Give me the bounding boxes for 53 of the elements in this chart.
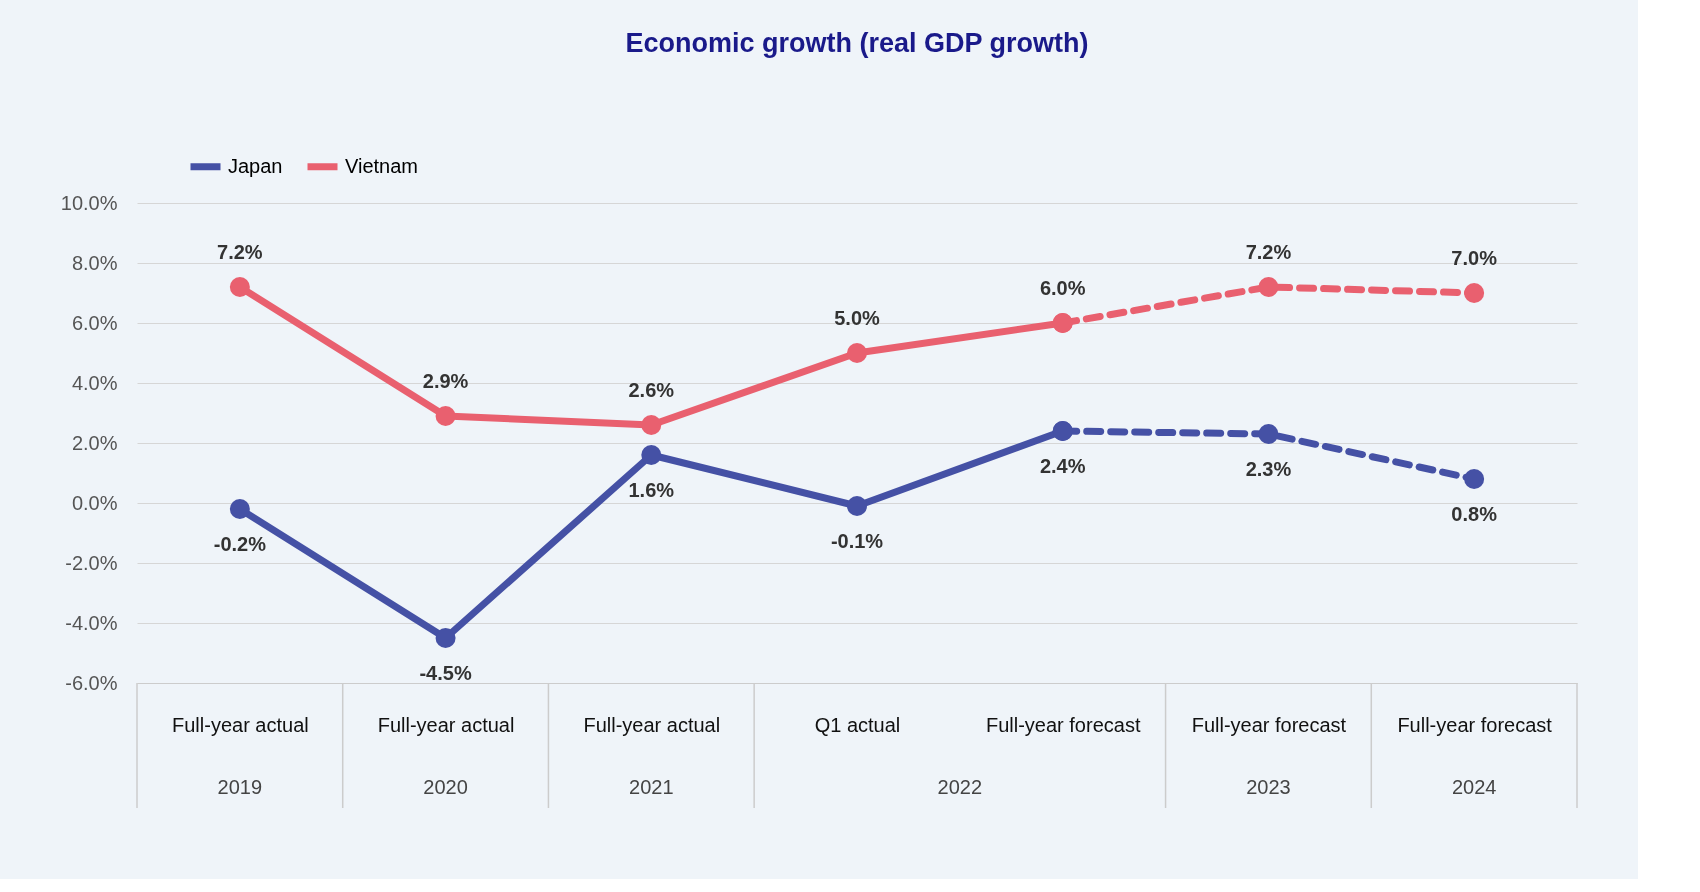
x-tick-label: Full-year actual xyxy=(583,713,721,736)
data-label: 6.0% xyxy=(1039,277,1086,299)
text: 2023 xyxy=(1246,776,1291,798)
legend-label: Japan xyxy=(228,154,283,177)
data-label: 7.2% xyxy=(1245,241,1292,263)
data-label: 5.0% xyxy=(834,307,881,329)
point xyxy=(1464,283,1485,303)
text: 2019 xyxy=(217,776,263,798)
point xyxy=(229,499,250,519)
y-tick-label: 0.0% xyxy=(71,491,118,514)
point xyxy=(1052,421,1073,441)
point xyxy=(847,343,867,363)
x-tick-label: Full-year actual xyxy=(172,713,309,736)
x-tick-label: Full-year forecast xyxy=(1191,713,1347,736)
point xyxy=(229,277,250,297)
point xyxy=(1258,424,1279,444)
data-label: 2.6% xyxy=(628,379,675,401)
y-tick-label: 4.0% xyxy=(71,371,118,394)
legend-label: Vietnam xyxy=(345,154,419,177)
y-tick-label: -6.0% xyxy=(65,671,118,694)
data-label: -4.5% xyxy=(419,662,472,684)
y-tick-label: -4.0% xyxy=(65,611,118,634)
chart-title: Economic growth (real GDP growth) xyxy=(625,28,1089,58)
data-label: 7.2% xyxy=(217,241,263,263)
y-tick-label: 10.0% xyxy=(60,191,118,214)
data-label: 2.3% xyxy=(1245,458,1292,480)
data-label: 0.8% xyxy=(1451,503,1498,525)
data-label: -0.1% xyxy=(830,530,884,552)
text: 2020 xyxy=(423,776,468,798)
point xyxy=(435,406,456,426)
y-tick-label: 8.0% xyxy=(71,251,118,274)
data-label: -0.2% xyxy=(213,533,267,555)
data-label: 1.6% xyxy=(628,479,675,501)
point xyxy=(847,496,867,516)
point xyxy=(435,628,456,648)
point xyxy=(1052,313,1073,333)
data-label: 2.4% xyxy=(1039,455,1086,477)
x-tick-label: Full-year forecast xyxy=(985,713,1141,736)
x-tick-label: Full-year forecast xyxy=(1397,713,1553,736)
text: 2024 xyxy=(1451,776,1497,798)
x-tick-label: Q1 actual xyxy=(814,713,901,736)
text: 2022 xyxy=(937,776,983,798)
point xyxy=(1258,277,1279,297)
data-label: 2.9% xyxy=(422,370,469,392)
y-tick-label: 6.0% xyxy=(71,311,118,334)
x-tick-label: Full-year actual xyxy=(377,713,515,736)
point xyxy=(1464,469,1485,489)
point xyxy=(641,445,662,465)
data-label: 7.0% xyxy=(1451,247,1498,269)
y-tick-label: -2.0% xyxy=(65,551,118,574)
text: 2021 xyxy=(629,776,674,798)
y-tick-label: 2.0% xyxy=(71,431,118,454)
point xyxy=(641,415,662,435)
